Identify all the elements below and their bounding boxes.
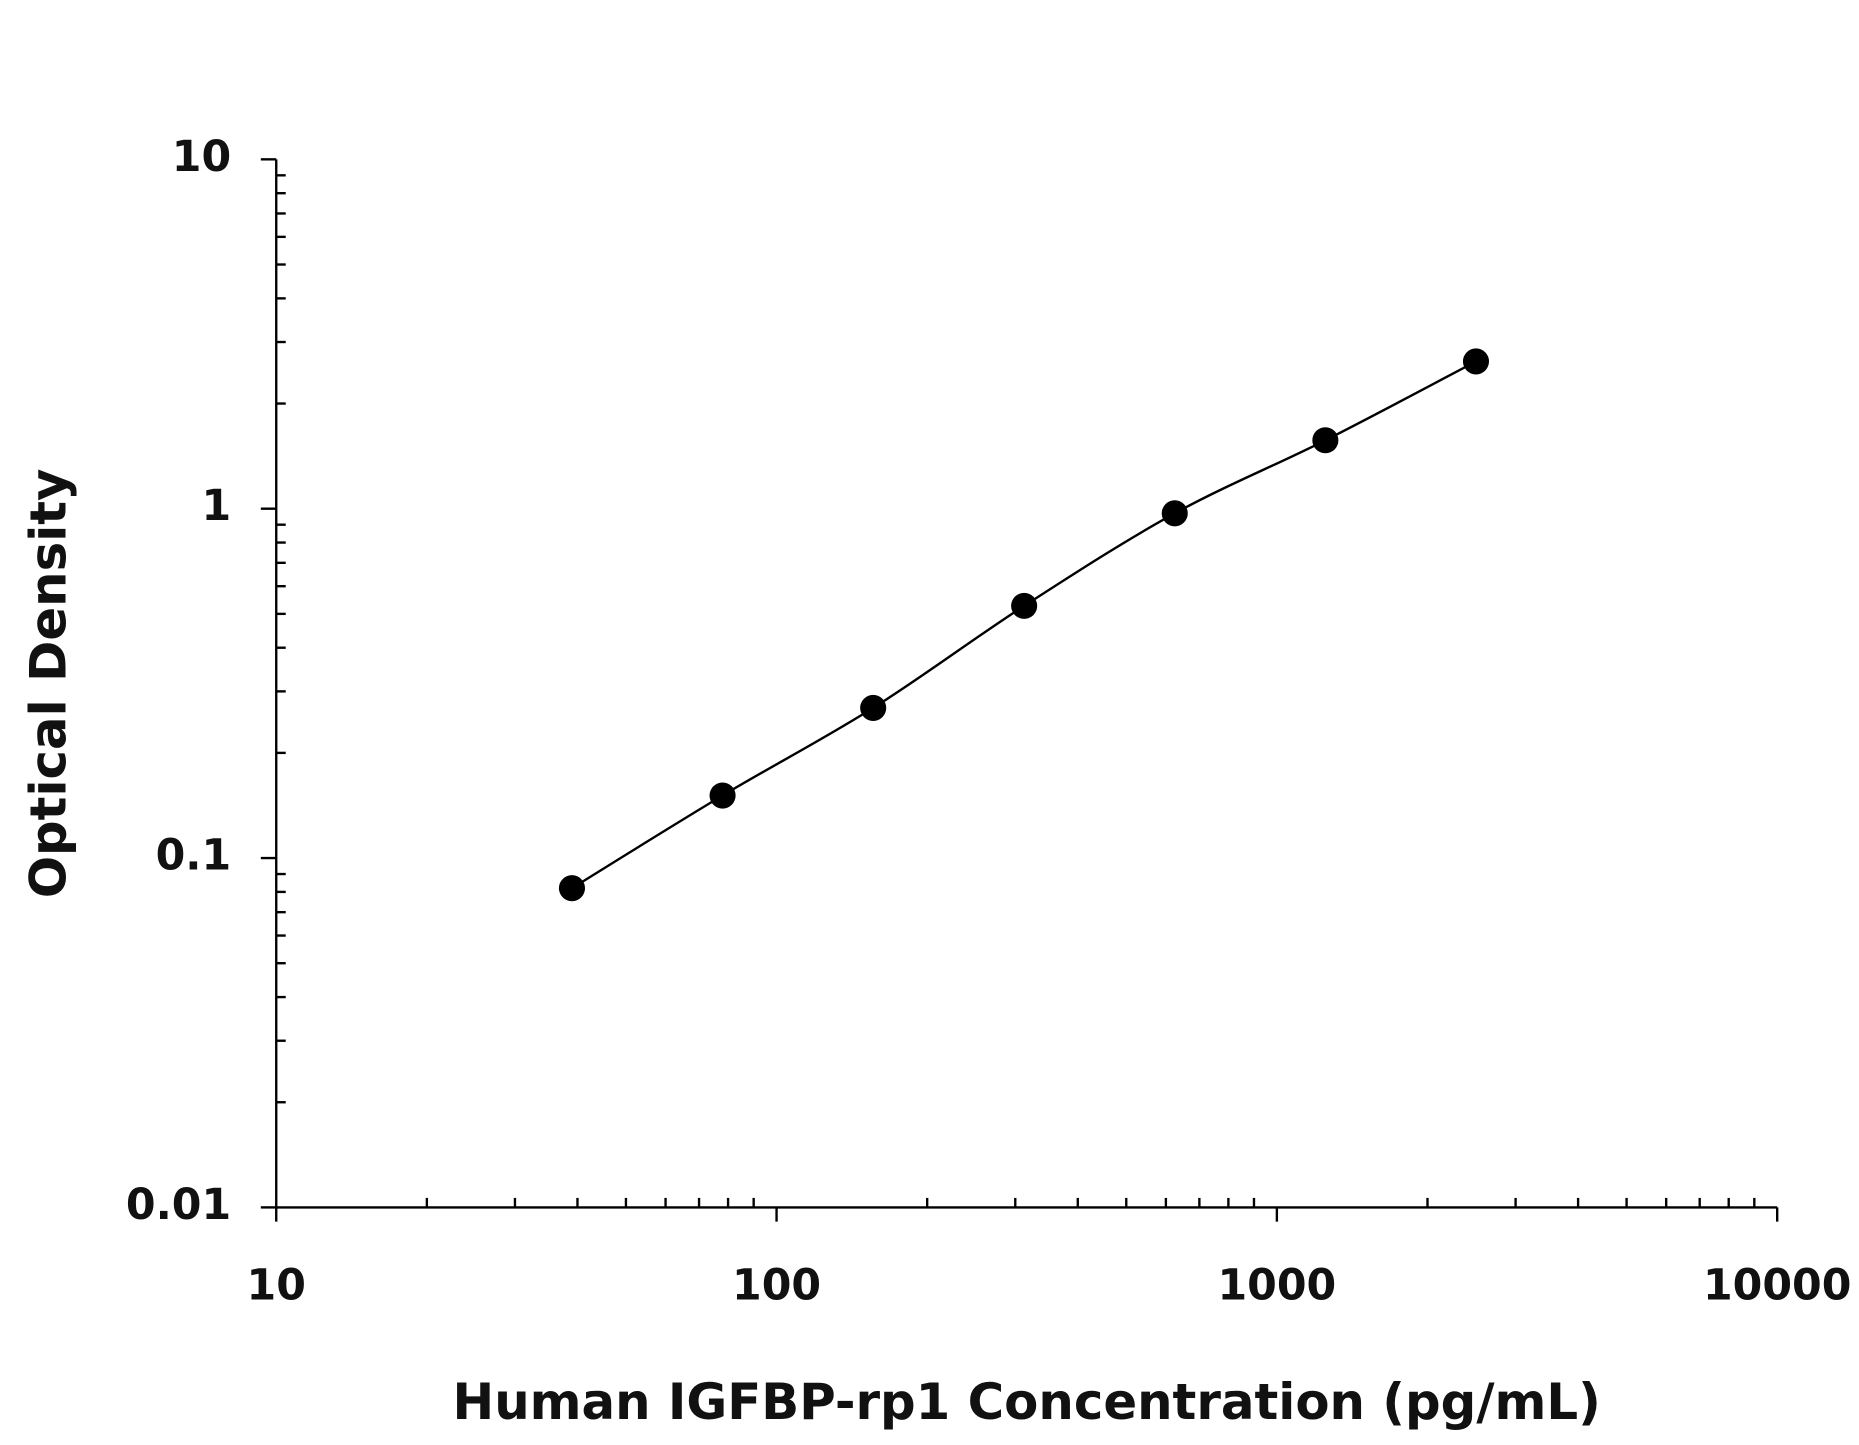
x-tick-label: 100 xyxy=(732,1261,821,1311)
data-point xyxy=(558,875,586,902)
x-tick-label: 10000 xyxy=(1703,1261,1851,1311)
x-axis-title: Human IGFBP-rp1 Concentration (pg/mL) xyxy=(453,1373,1601,1431)
fit-line xyxy=(571,360,1477,890)
y-tick-label: 10 xyxy=(172,132,231,182)
y-tick-label: 0.01 xyxy=(126,1180,231,1230)
data-point xyxy=(1462,348,1490,375)
data-point xyxy=(1011,592,1038,619)
x-tick-label: 1000 xyxy=(1217,1261,1336,1311)
data-point xyxy=(860,694,887,721)
data-point xyxy=(709,782,736,809)
data-point xyxy=(1161,500,1188,527)
y-tick-label: 1 xyxy=(201,481,231,531)
data-point xyxy=(1312,427,1339,454)
y-axis-title: Optical Density xyxy=(20,468,78,898)
x-tick-label: 10 xyxy=(247,1261,306,1311)
y-tick-label: 0.1 xyxy=(156,831,232,881)
